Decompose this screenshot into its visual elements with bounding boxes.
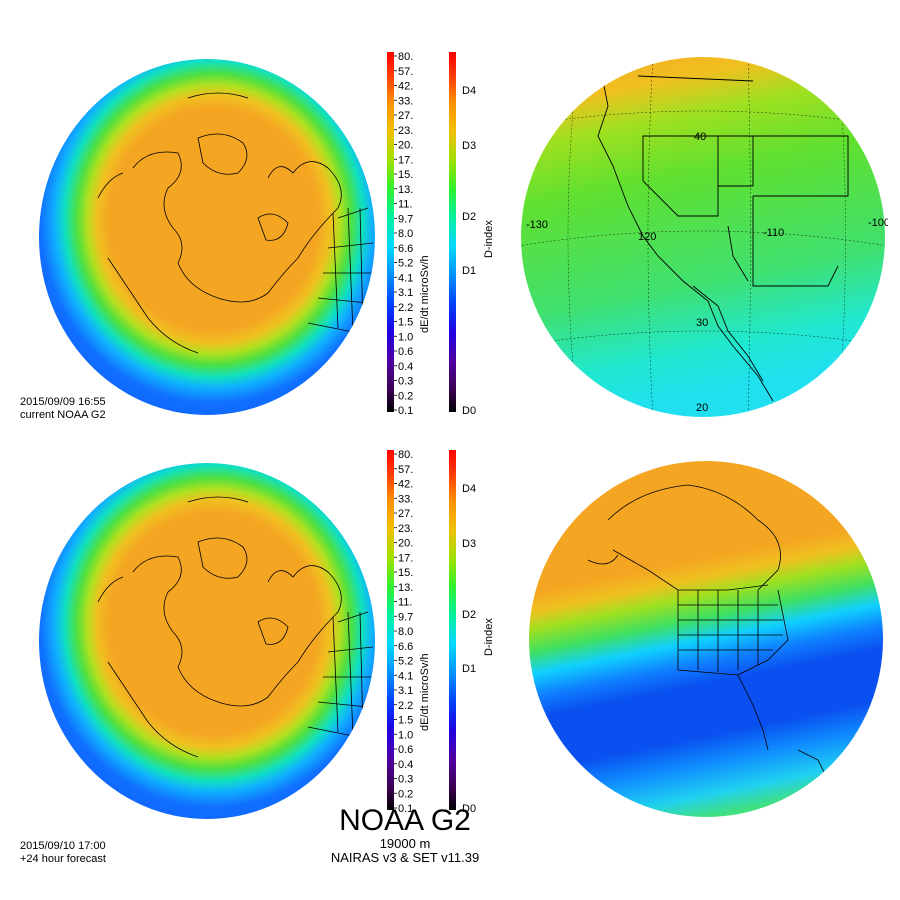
dose-tick-label: 20. (398, 538, 413, 550)
caption-forecast: +24 hour forecast (20, 853, 106, 865)
dose-tick-label: 4.1 (398, 670, 413, 682)
dindex-tick-label: D2 (462, 609, 476, 621)
dose-tick-label: 1.0 (398, 729, 413, 741)
dose-tick-label: 42. (398, 81, 413, 93)
footer-altitude: 19000 m (379, 836, 431, 851)
dindex-tick-label: D3 (462, 538, 476, 550)
dose-tick-label: 13. (398, 582, 413, 594)
dose-tick-label: 27. (398, 110, 413, 122)
polar-globe-current (39, 59, 375, 415)
dose-tick-label: 80. (398, 51, 413, 63)
dindex-tick-label: D1 (462, 265, 476, 277)
date-forecast: 2015/09/10 17:00 (20, 840, 106, 852)
lon-label-100: -100 (868, 217, 888, 229)
dose-axis-label-bottom: dE/dt microSv/h (419, 653, 431, 731)
dindex-tick-label: D1 (462, 663, 476, 675)
dose-tick-label: 20. (398, 140, 413, 152)
lat-label-40: 40 (694, 131, 706, 143)
dose-tick-label: 80. (398, 449, 413, 461)
dindex-tick-label: D4 (462, 483, 476, 495)
dindex-tick-label: D2 (462, 211, 476, 223)
dose-axis-label-top: dE/dt microSv/h (419, 255, 431, 333)
dose-tick-label: 27. (398, 508, 413, 520)
dose-ticks-bottom: 80. 57. 42. 33. 27. 23. 20. 17. 15. 13. 11. 9.7 8.0 6… (394, 449, 413, 815)
dose-tick-label: 8.0 (398, 626, 413, 638)
dose-tick-label: 1.0 (398, 331, 413, 343)
dose-tick-label: 9.7 (398, 213, 413, 225)
dose-tick-label: 15. (398, 567, 413, 579)
dose-tick-label: 42. (398, 479, 413, 491)
dose-tick-label: 57. (398, 66, 413, 78)
dose-tick-label: 0.3 (398, 774, 413, 786)
date-current: 2015/09/09 16:55 (20, 396, 106, 408)
dindex-axis-label-bottom: D-index (483, 618, 495, 656)
dose-tick-label: 57. (398, 464, 413, 476)
dose-tick-label: 13. (398, 184, 413, 196)
dose-tick-label: 0.4 (398, 361, 413, 373)
dose-tick-label: 23. (398, 125, 413, 137)
dose-tick-label: 3.1 (398, 287, 413, 299)
dose-tick-label: 1.5 (398, 317, 413, 329)
dose-tick-label: 11. (398, 597, 412, 609)
dose-tick-label: 6.6 (398, 641, 413, 653)
zoom-globe-western-us: 40 30 20 -130 120 -110 -100 (521, 57, 888, 417)
dose-tick-label: 17. (398, 154, 413, 166)
polar-globe-forecast (39, 463, 375, 819)
dose-tick-label: 0.4 (398, 759, 413, 771)
dose-tick-label: 4.1 (398, 272, 413, 284)
dose-tick-label: 11. (398, 199, 412, 211)
dose-tick-label: 9.7 (398, 611, 413, 623)
dose-tick-label: 33. (398, 493, 413, 505)
dose-tick-label: 0.6 (398, 346, 413, 358)
dose-tick-label: 3.1 (398, 685, 413, 697)
footer-title: NOAA G2 (339, 804, 471, 837)
dose-ticks-top: 80. 57. 42. 33. 27. 23. 20. 17. 15. 13. 11. 9.7 8.0 6… (394, 51, 413, 417)
dindex-ticks-bottom: D4 D3 D2 D1 D0 (462, 483, 476, 815)
dindex-tick-label: D0 (462, 405, 476, 417)
dindex-tick-label: D4 (462, 85, 476, 97)
dose-tick-label: 8.0 (398, 228, 413, 240)
caption-current: current NOAA G2 (20, 409, 106, 421)
dose-tick-label: 0.6 (398, 744, 413, 756)
dindex-ticks-top: D4 D3 D2 D1 D0 (462, 85, 476, 417)
north-america-globe (529, 461, 883, 817)
dose-tick-label: 6.6 (398, 243, 413, 255)
dose-tick-label: 1.5 (398, 715, 413, 727)
lat-label-30: 30 (696, 317, 708, 329)
footer-model: NAIRAS v3 & SET v11.39 (330, 850, 480, 865)
dindex-tick-label: D0 (462, 803, 476, 815)
lat-label-20: 20 (696, 402, 708, 414)
dose-tick-label: 2.2 (398, 302, 413, 314)
dose-tick-label: 15. (398, 169, 413, 181)
dindex-tick-label: D3 (462, 140, 476, 152)
dose-tick-label: 5.2 (398, 258, 413, 270)
dose-colorbar-top: 80. 57. 42. 33. 27. 23. 20. 17. 15. 13. 11. 9.7 8.0 6… (387, 51, 495, 417)
dose-tick-label: 2.2 (398, 700, 413, 712)
dose-tick-label: 23. (398, 523, 413, 535)
dose-colorbar-bottom: 80. 57. 42. 33. 27. 23. 20. 17. 15. 13. 11. 9.7 8.0 6… (387, 449, 495, 815)
dose-tick-label: 17. (398, 552, 413, 564)
dose-tick-label: 0.1 (398, 405, 413, 417)
dose-tick-label: 5.2 (398, 656, 413, 668)
lon-label-120: 120 (638, 231, 656, 243)
dose-tick-label: 0.1 (398, 803, 413, 815)
lon-label-130: -130 (526, 219, 548, 231)
lon-label-110: -110 (763, 227, 784, 239)
dose-tick-label: 33. (398, 95, 413, 107)
dose-tick-label: 0.2 (398, 788, 413, 800)
dindex-axis-label-top: D-index (483, 220, 495, 258)
dose-tick-label: 0.3 (398, 376, 413, 388)
dose-tick-label: 0.2 (398, 390, 413, 402)
